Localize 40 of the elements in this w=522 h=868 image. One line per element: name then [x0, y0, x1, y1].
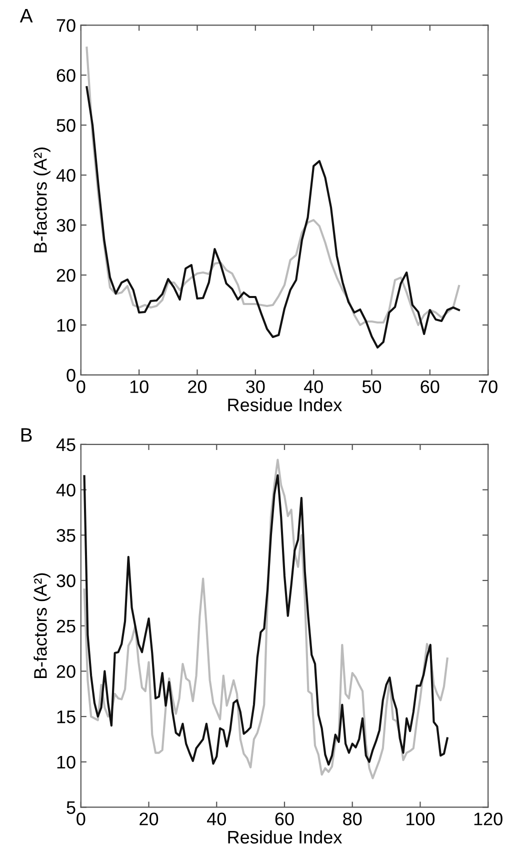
x-tick-label: 20	[140, 812, 158, 826]
x-tick-label: 40	[207, 812, 226, 826]
y-axis-title: B-factors (A²)	[34, 573, 50, 678]
x-tick-label: 100	[406, 812, 435, 826]
y-tick-label: 40	[56, 484, 76, 496]
y-tick-label: 60	[56, 69, 76, 82]
y-tick-label: 50	[56, 119, 76, 132]
y-tick-label: 30	[56, 574, 76, 588]
y-tick-label: 40	[56, 169, 76, 182]
y-tick-label: 45	[56, 438, 76, 452]
x-tick-label: 60	[420, 380, 440, 394]
y-tick-label: 70	[56, 19, 76, 32]
x-tick-label: 30	[246, 380, 265, 394]
x-tick-label: 0	[76, 380, 86, 394]
x-axis-title: Residue Index	[228, 830, 342, 844]
y-axis-title: B-factors (A²)	[34, 148, 50, 252]
x-axis-title: Residue Index	[228, 398, 342, 412]
x-tick-label: 40	[304, 380, 323, 394]
y-tick-label: 15	[57, 710, 76, 724]
y-tick-label: 0	[66, 368, 76, 382]
x-tick-label: 70	[478, 380, 498, 394]
x-tick-label: 50	[362, 380, 382, 394]
chart-title: B	[21, 428, 32, 442]
y-tick-label: 10	[57, 318, 76, 332]
line-series	[86, 46, 460, 326]
chart-title: A	[20, 9, 33, 22]
y-tick-label: 35	[56, 529, 76, 542]
x-tick-label: 80	[343, 812, 362, 826]
x-tick-label: 120	[474, 812, 502, 826]
y-tick-label: 25	[56, 620, 76, 633]
y-tick-label: 30	[56, 218, 76, 232]
x-tick-label: 60	[275, 812, 294, 826]
y-tick-label: 5	[66, 801, 76, 814]
x-tick-label: 10	[130, 380, 148, 394]
x-tick-label: 0	[76, 812, 86, 826]
y-tick-label: 10	[57, 756, 76, 769]
x-tick-label: 20	[188, 380, 207, 394]
y-tick-label: 20	[56, 665, 76, 678]
y-tick-label: 20	[56, 268, 76, 282]
line-series	[86, 86, 460, 349]
